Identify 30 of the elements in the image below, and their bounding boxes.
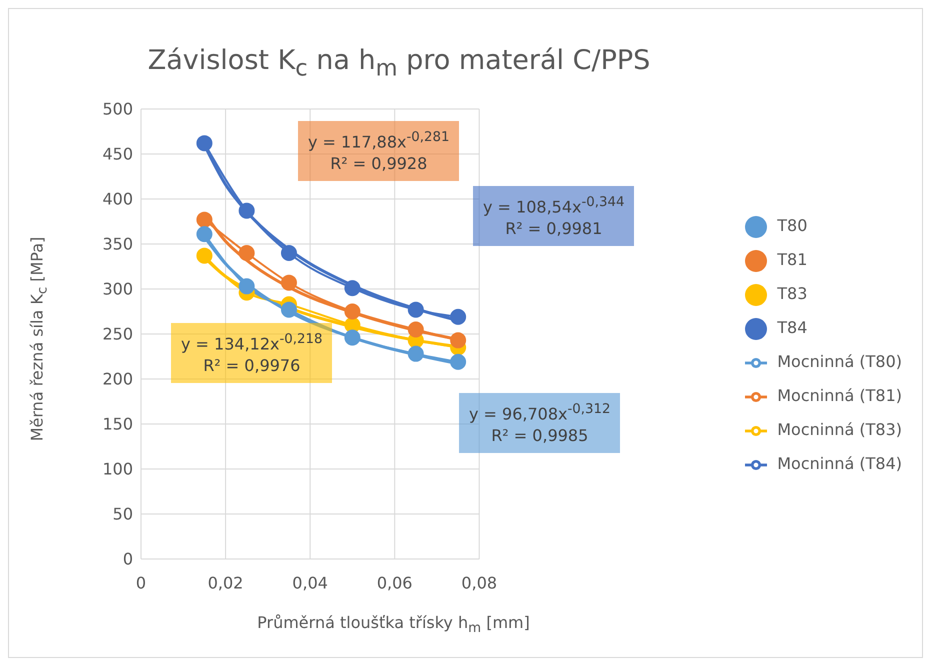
- y-tick-label: 350: [102, 234, 133, 254]
- y-tick-label: 400: [102, 190, 133, 209]
- x-tick-label: 0,06: [376, 573, 412, 592]
- y-tick-label: 200: [102, 370, 133, 389]
- y-tick-label: 450: [102, 144, 133, 164]
- legend-label: Mocninná (T80): [777, 352, 902, 371]
- annotation: y = 117,88x$^{-0,281}$ R² = 0,9928: [308, 129, 450, 176]
- annotation: y = 134,12x$^{-0,218}$ R² = 0,9976: [181, 331, 322, 378]
- legend-label: T81: [777, 250, 808, 269]
- text: y = 108,54x$^{-0,344}$ R² = 0,9981: [483, 194, 624, 240]
- legend-label: T80: [777, 216, 808, 235]
- x-tick-label: 0,04: [292, 573, 328, 592]
- legend-label: T84: [777, 318, 808, 337]
- legend-label: T83: [777, 284, 808, 303]
- legend-label: Mocninná (T81): [777, 386, 902, 405]
- y-tick-label: 50: [112, 504, 133, 524]
- y-tick-label: 300: [102, 280, 133, 299]
- x-tick-label: 0: [136, 573, 146, 592]
- x-axis-title: Průměrná tloušťka třísky h$_{m}$ [mm]: [256, 613, 531, 636]
- chart-title: Závislost K$_{c}$ na h$_{m}$ pro materál C/PPS: [146, 45, 652, 82]
- y-tick-label: 150: [102, 414, 133, 434]
- y-tick-label: 0: [122, 550, 133, 569]
- annotation: y = 96,708x$^{-0,312}$ R² = 0,9985: [469, 401, 610, 448]
- y-tick-label: 100: [102, 460, 133, 479]
- legend-label: Mocninná (T83): [777, 420, 902, 439]
- x-tick-label: 0,08: [461, 573, 498, 592]
- x-tick-label: 0,02: [208, 573, 244, 592]
- y-tick-label: 500: [102, 100, 133, 119]
- legend-label: Mocninná (T84): [777, 454, 902, 473]
- y-tick-label: 250: [102, 324, 133, 344]
